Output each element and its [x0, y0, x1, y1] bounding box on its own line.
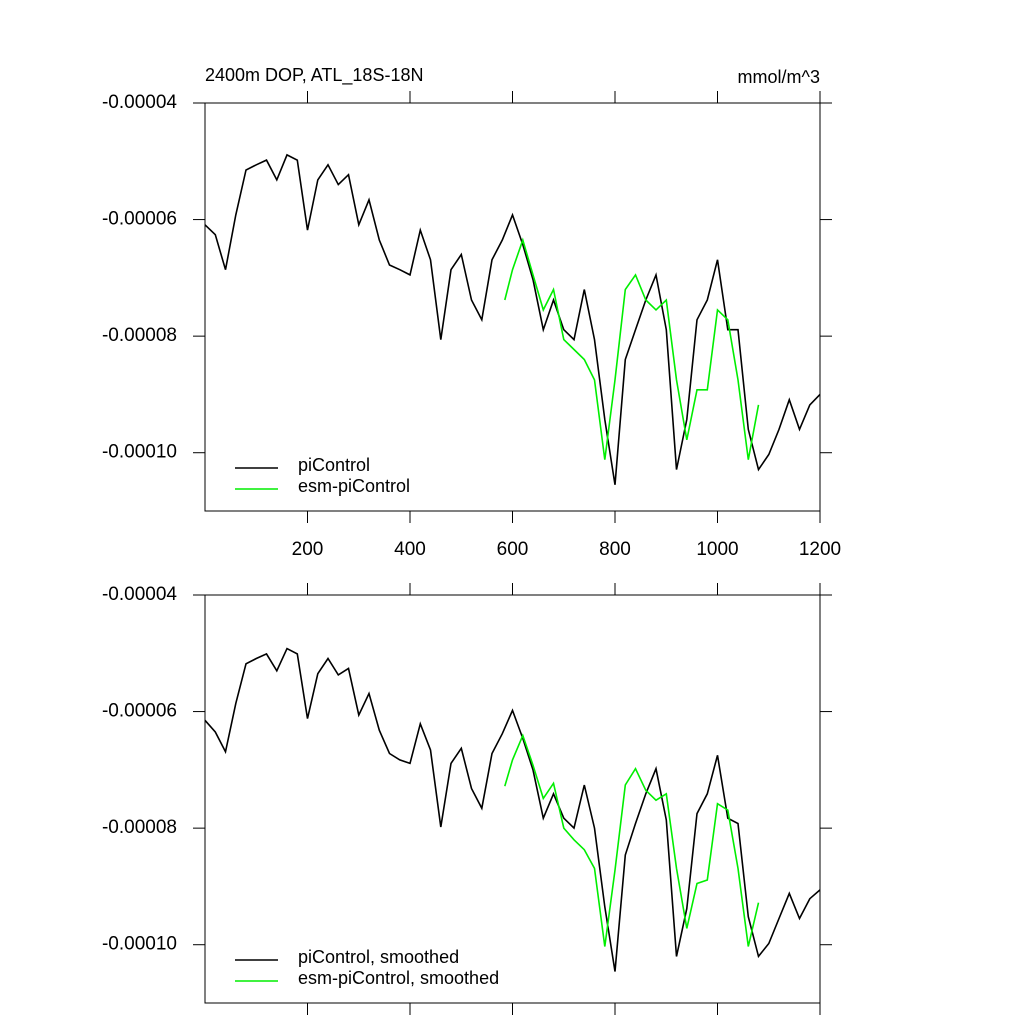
x-tick-label: 400 — [394, 539, 426, 560]
y-tick-label: -0.00006 — [102, 701, 177, 722]
y-tick-label: -0.00004 — [102, 584, 177, 605]
series-line — [204, 153, 821, 485]
x-tick-label: 200 — [292, 539, 324, 560]
chart-title: 2400m DOP, ATL_18S-18N — [205, 65, 423, 86]
legend-label: esm-piControl, smoothed — [298, 968, 499, 988]
y-tick-label: -0.00008 — [102, 817, 177, 838]
legend-label: piControl, smoothed — [298, 947, 459, 967]
legend-label: esm-piControl — [298, 476, 410, 496]
x-tick-label: 1200 — [799, 539, 841, 560]
series-line — [204, 647, 821, 972]
y-tick-label: -0.00006 — [102, 209, 177, 230]
y-tick-label: -0.00010 — [102, 442, 177, 463]
series-line — [504, 733, 760, 947]
series-line — [504, 237, 760, 460]
y-tick-label: -0.00010 — [102, 934, 177, 955]
chart-units: mmol/m^3 — [738, 67, 820, 87]
y-tick-label: -0.00008 — [102, 325, 177, 346]
legend-label: piControl — [298, 455, 370, 475]
y-tick-label: -0.00004 — [102, 92, 177, 113]
x-tick-label: 1000 — [696, 539, 738, 560]
x-tick-label: 800 — [599, 539, 631, 560]
x-tick-label: 600 — [497, 539, 529, 560]
